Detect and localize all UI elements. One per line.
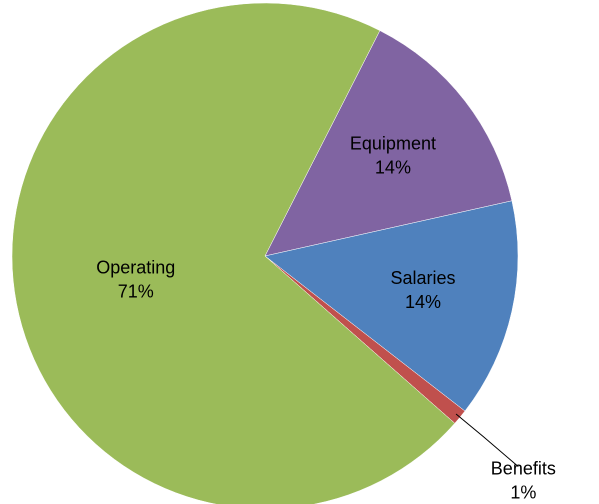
data-label-value: 1% xyxy=(510,482,536,502)
data-label-value: 71% xyxy=(118,281,154,301)
pie-slice xyxy=(11,2,456,504)
data-label-value: 14% xyxy=(375,158,411,178)
data-label-name: Operating xyxy=(96,257,175,277)
pie-slice xyxy=(264,200,519,412)
leader-line xyxy=(455,413,519,468)
data-label-value: 14% xyxy=(405,292,441,312)
data-label-name: Equipment xyxy=(350,134,436,154)
pie-slice xyxy=(264,30,513,257)
data-label-name: Salaries xyxy=(391,268,456,288)
data-label-name: Benefits xyxy=(491,458,556,478)
